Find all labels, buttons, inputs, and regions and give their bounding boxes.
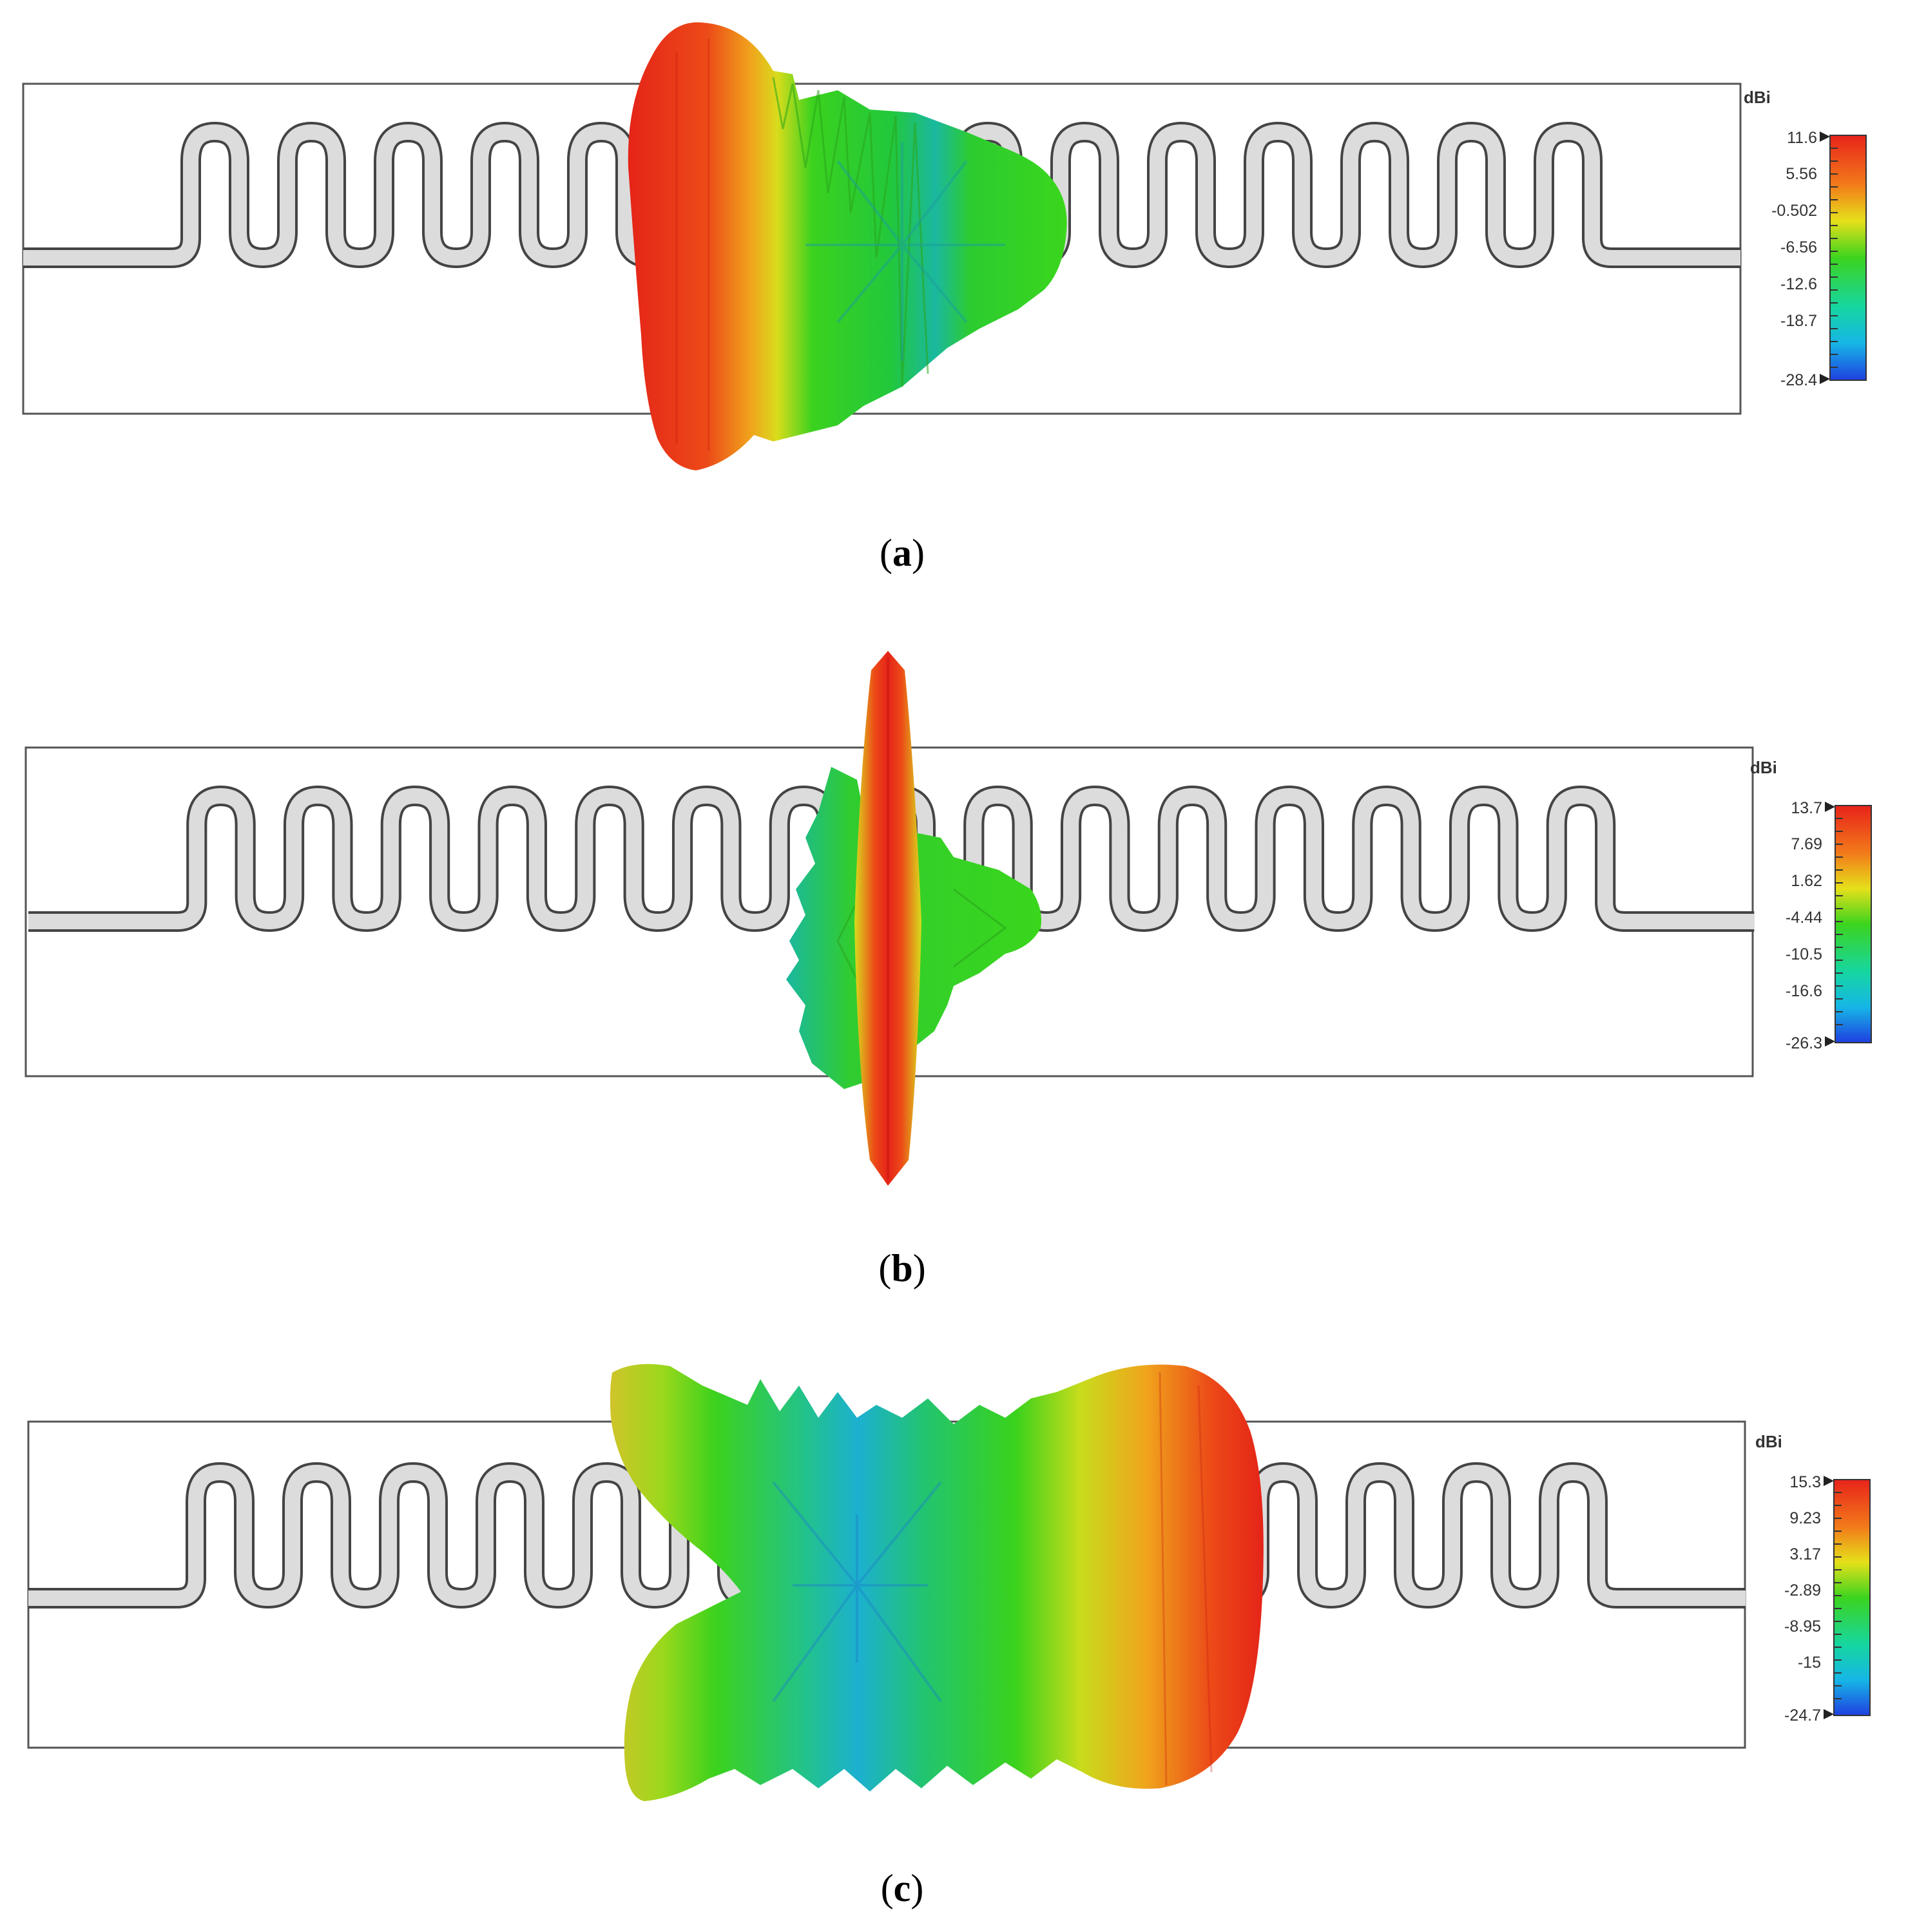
tick-label: -16.6 — [1786, 982, 1822, 1000]
tick-label: 15.3 — [1789, 1473, 1821, 1491]
color-bar-ticks — [1830, 148, 1838, 368]
radiation-lobe — [610, 1364, 1264, 1801]
color-scale-b: dBi 13.7 7.69 1.62 -4.44 -10.5 -16.6 -26… — [1750, 758, 1872, 1052]
color-scale-a: dBi 11.6 5.56 -0.502 -6.56 -12.6 -18.7 -… — [1744, 88, 1867, 389]
tick-label: -18.7 — [1780, 312, 1817, 330]
caption-c: (c) — [881, 1867, 924, 1909]
color-bar-ticks — [1834, 1492, 1842, 1699]
min-marker — [1820, 374, 1830, 384]
tick-label: -4.44 — [1786, 909, 1822, 927]
tick-label: -10.5 — [1786, 945, 1822, 963]
max-marker — [1824, 1476, 1834, 1486]
tick-label: 5.56 — [1786, 165, 1817, 183]
tick-label: -12.6 — [1780, 275, 1817, 293]
caption-b: (b) — [878, 1247, 925, 1290]
tick-label: 3.17 — [1789, 1545, 1821, 1563]
color-bar — [1833, 1479, 1871, 1716]
tick-label: 11.6 — [1787, 129, 1817, 147]
tick-label: -8.95 — [1784, 1618, 1821, 1636]
tick-label: 1.62 — [1791, 872, 1822, 890]
radiation-lobe — [628, 22, 1067, 471]
tick-label: 13.7 — [1791, 799, 1822, 817]
tick-label: 9.23 — [1789, 1509, 1821, 1527]
tick-label: -2.89 — [1784, 1581, 1821, 1599]
unit-label: dBi — [1750, 758, 1777, 777]
panel-c: dBi 15.3 9.23 3.17 -2.89 -8.95 -15 -24.7… — [28, 1364, 1871, 1909]
max-marker — [1820, 131, 1830, 142]
tick-label: -26.3 — [1786, 1034, 1822, 1052]
tick-label: -24.7 — [1784, 1706, 1821, 1724]
panel-b: dBi 13.7 7.69 1.62 -4.44 -10.5 -16.6 -26… — [26, 651, 1872, 1290]
unit-label: dBi — [1755, 1432, 1782, 1451]
tick-label: 7.69 — [1791, 835, 1822, 853]
radiation-lobe — [786, 651, 1041, 1186]
min-marker — [1825, 1036, 1835, 1047]
max-marker — [1825, 802, 1835, 812]
caption-a: (a) — [880, 532, 925, 574]
tick-label: -28.4 — [1780, 371, 1817, 389]
color-bar — [1835, 805, 1872, 1043]
tick-label: -15 — [1798, 1654, 1821, 1672]
color-bar — [1829, 135, 1867, 381]
min-marker — [1824, 1709, 1834, 1719]
tick-label: -0.502 — [1771, 202, 1817, 220]
unit-label: dBi — [1744, 88, 1771, 107]
tick-label: -6.56 — [1780, 238, 1817, 256]
color-scale-c: dBi 15.3 9.23 3.17 -2.89 -8.95 -15 -24.7 — [1755, 1432, 1871, 1724]
color-bar-ticks — [1835, 818, 1843, 1025]
panel-a: dBi 11.6 5.56 -0.502 -6.56 -12.6 -18.7 -… — [23, 22, 1867, 574]
